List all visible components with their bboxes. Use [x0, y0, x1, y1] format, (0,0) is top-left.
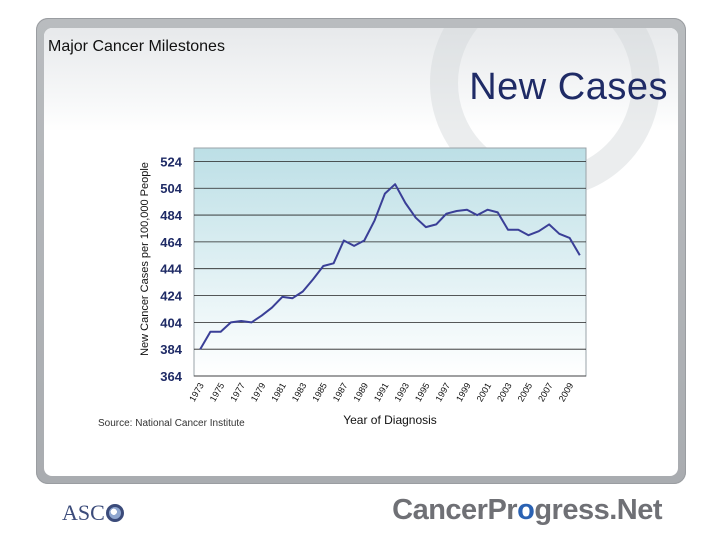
y-tick-label: 364 — [160, 369, 182, 384]
x-tick-label: 1995 — [413, 381, 432, 403]
x-tick-label: 1987 — [331, 381, 350, 403]
x-tick-label: 1979 — [249, 381, 268, 403]
x-tick-label: 1989 — [351, 381, 370, 403]
logo-part-2: gress.Net — [534, 494, 662, 526]
x-tick-label: 1991 — [372, 381, 391, 403]
x-tick-label: 2003 — [495, 381, 514, 403]
x-tick-label: 1981 — [269, 381, 288, 403]
asco-logo-text: ASC — [62, 500, 105, 525]
x-tick-label: 2009 — [557, 381, 576, 403]
x-tick-label: 2007 — [536, 381, 555, 403]
y-tick-label: 424 — [160, 289, 182, 304]
source-note: Source: National Cancer Institute — [98, 418, 245, 429]
x-tick-label: 2005 — [516, 381, 535, 403]
y-tick-label: 504 — [160, 181, 182, 196]
y-tick-label: 444 — [160, 262, 182, 277]
y-tick-labels: 364 384 404 424 444 464 484 504 524 — [160, 154, 182, 384]
y-tick-label: 464 — [160, 235, 182, 250]
header-label: Major Cancer Milestones — [48, 38, 225, 55]
y-tick-label: 524 — [160, 154, 182, 169]
page-title: New Cases — [469, 66, 668, 108]
x-tick-labels: 1973 1975 1977 1979 1981 1983 1985 1987 1989 1991… — [187, 381, 575, 403]
x-tick-label: 1993 — [392, 381, 411, 403]
y-axis-label: New Cancer Cases per 100,000 People — [139, 162, 151, 356]
y-tick-label: 384 — [160, 342, 182, 357]
logo-part-1: CancerPr — [392, 494, 518, 526]
series-line-new-cases — [199, 183, 581, 350]
x-tick-label: 1985 — [310, 381, 329, 403]
plot-area — [193, 147, 587, 377]
x-tick-label: 1975 — [208, 381, 227, 403]
x-axis-label: Year of Diagnosis — [343, 413, 437, 427]
x-tick-label: 2001 — [475, 381, 494, 403]
x-tick-label: 1977 — [228, 381, 247, 403]
x-tick-label: 1997 — [433, 381, 452, 403]
x-tick-label: 1973 — [187, 381, 206, 403]
asco-globe-icon — [105, 504, 124, 522]
x-tick-label: 1983 — [290, 381, 309, 403]
y-tick-label: 404 — [160, 315, 182, 330]
asco-logo: ASC — [62, 500, 124, 526]
logo-accent-o: o — [517, 494, 535, 526]
cancerprogress-logo: CancerProgress.Net — [392, 494, 662, 527]
y-tick-label: 484 — [160, 208, 182, 223]
x-tick-label: 1999 — [454, 381, 473, 403]
